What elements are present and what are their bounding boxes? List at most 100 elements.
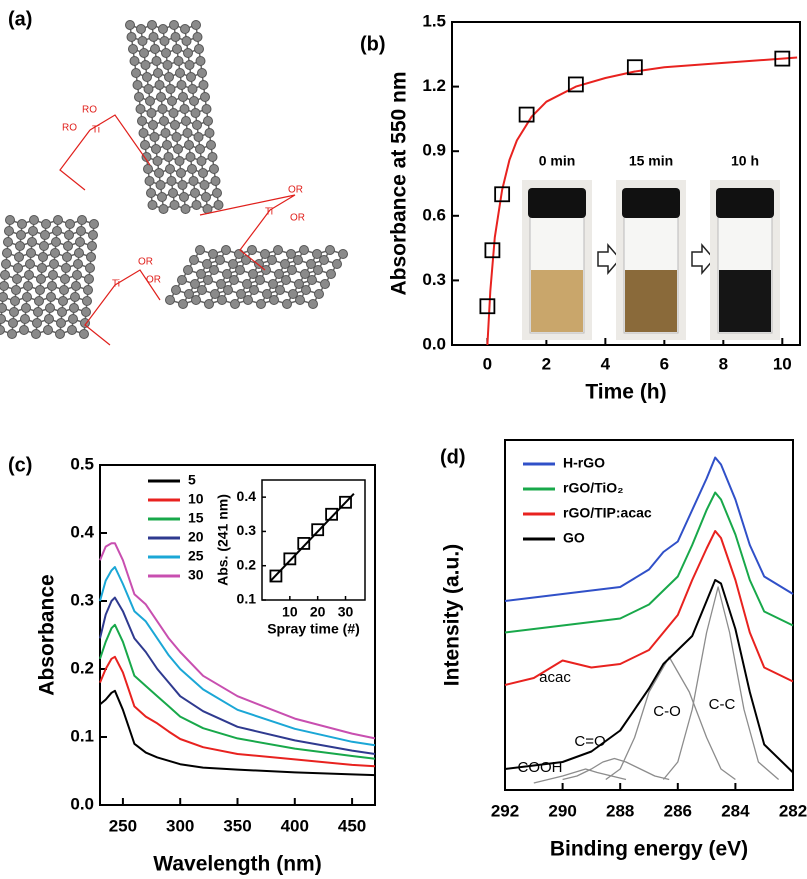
atom [0,292,8,302]
atom [212,188,222,198]
atom [171,132,182,142]
atom [139,48,149,58]
vial-cap [622,188,680,218]
atom [37,263,47,273]
atom [58,296,68,306]
atom [198,80,209,90]
atom [82,296,92,306]
atom [72,270,82,280]
atom [267,255,277,265]
series-line [99,623,376,760]
atom [159,116,169,126]
atom [319,255,329,265]
atom [326,269,336,279]
atom [170,120,180,130]
x-tick-label: 20 [310,604,326,620]
atom [166,176,177,186]
arrow [691,242,715,276]
atom [280,259,290,269]
y-tick-label: 0.6 [422,205,446,224]
y-tick-label: 0.2 [237,556,257,572]
atom [174,156,185,166]
atom [147,200,158,210]
atom [243,295,253,305]
atom [11,285,21,295]
chem-label: RO [82,105,97,116]
point [518,106,535,123]
atom [190,188,200,198]
point [297,537,311,550]
peak-label: C=O [574,733,605,750]
atom [301,285,311,295]
atom [256,299,266,309]
series-line [504,456,794,602]
atom [0,314,6,324]
atom [178,92,188,102]
legend-label: rGO/TiO₂ [563,480,623,496]
atom [187,84,198,94]
atom [73,259,83,269]
atom [194,44,204,54]
atom [32,318,42,328]
x-tick-label: 30 [338,604,354,620]
x-axis-label: Time (h) [585,381,666,404]
x-tick-label: 250 [109,816,137,835]
atom [12,274,22,284]
atom [300,269,310,279]
atom [148,120,158,130]
y-axis-label: Abs. (241 nm) [215,494,231,586]
y-axis-label: Absorbance at 550 nm [388,71,411,295]
atom [154,168,164,178]
chem-label: Ti [265,207,273,218]
atom [80,318,90,328]
atom [68,314,78,324]
atom [52,226,62,236]
atom [150,44,160,54]
legend-label: 30 [188,567,204,583]
atom [157,192,167,202]
atom [50,248,60,258]
legend-label: 20 [188,529,204,545]
atom [125,20,135,30]
atom [142,72,152,82]
atom [31,329,41,339]
series-line [99,596,376,755]
atom [75,237,85,247]
atom [44,314,54,324]
y-tick-label: 0.0 [422,334,446,353]
atom [287,265,297,275]
atom [143,84,154,94]
series-line [99,689,376,777]
legend-label: 5 [188,472,196,488]
atom [210,176,221,186]
atom [307,275,317,285]
x-tick-label: 6 [660,354,669,373]
atom [192,32,203,42]
atom [60,274,70,284]
x-tick-label: 350 [223,816,251,835]
atom [299,245,309,255]
atom [235,265,245,275]
point [311,523,325,537]
atom [209,164,219,174]
legend-label: 15 [188,510,204,526]
vial-label: 0 min [539,153,576,169]
atom [177,180,188,190]
atom [176,80,187,90]
y-tick-label: 0.3 [70,590,94,609]
atom [126,32,137,42]
atom [191,200,202,210]
atom [146,108,157,118]
x-axis-label: Wavelength (nm) [153,853,321,876]
atom [200,92,210,102]
chem-label: Ti [112,279,120,290]
atom [249,285,259,295]
atom [179,104,190,114]
atom [137,36,148,46]
atom [216,279,226,289]
atom [247,245,257,255]
atom [0,303,7,313]
atom [63,241,73,251]
atom [171,285,181,295]
atom [23,281,33,291]
